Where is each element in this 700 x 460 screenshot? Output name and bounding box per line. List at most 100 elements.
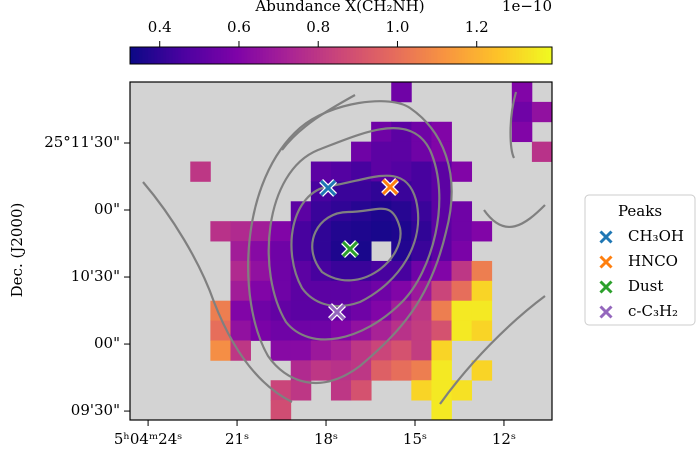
legend-label: CH₃OH bbox=[628, 227, 684, 245]
colorbar-segment bbox=[205, 47, 209, 64]
colorbar-segment bbox=[211, 47, 215, 64]
cell bbox=[270, 221, 292, 242]
colorbar-segment bbox=[392, 47, 396, 64]
cell bbox=[250, 320, 272, 341]
colorbar-segment bbox=[467, 47, 472, 64]
contour bbox=[290, 174, 420, 308]
colorbar-segment bbox=[539, 47, 544, 64]
y-tick-label: 00" bbox=[94, 334, 120, 352]
colorbar-segment bbox=[350, 47, 354, 64]
cell bbox=[310, 280, 332, 302]
colorbar-segment bbox=[455, 47, 460, 64]
colorbar-segment bbox=[443, 47, 448, 64]
colorbar-segment bbox=[313, 47, 318, 64]
contour bbox=[281, 94, 356, 151]
cell bbox=[411, 241, 432, 262]
cell bbox=[351, 221, 372, 242]
marker-stroke bbox=[320, 179, 337, 196]
colorbar-segment bbox=[301, 47, 306, 64]
x-tick-label: 12ˢ bbox=[492, 430, 516, 448]
colorbar-segment bbox=[389, 47, 393, 64]
cell bbox=[290, 360, 312, 381]
colorbar-segment bbox=[277, 47, 282, 64]
cell bbox=[310, 241, 332, 262]
colorbar-offset: 1e−10 bbox=[502, 0, 552, 15]
colorbar-segment bbox=[536, 47, 541, 64]
colorbar-segment bbox=[166, 47, 170, 64]
colorbar-segment bbox=[410, 47, 414, 64]
cell bbox=[531, 101, 553, 123]
cell bbox=[210, 340, 231, 361]
marker-stroke bbox=[341, 241, 359, 258]
colorbar-segment bbox=[184, 47, 188, 64]
cell bbox=[391, 300, 412, 321]
colorbar-segment bbox=[479, 47, 484, 64]
colorbar-segment bbox=[512, 47, 517, 64]
colorbar-tick-label: 0.6 bbox=[227, 18, 251, 36]
colorbar-segment bbox=[341, 47, 345, 64]
peak-markers bbox=[319, 178, 400, 322]
colorbar-segment bbox=[395, 47, 399, 64]
contour bbox=[509, 91, 518, 159]
peak-marker bbox=[341, 240, 359, 259]
cell bbox=[371, 340, 392, 361]
colorbar-segment bbox=[413, 47, 417, 64]
colorbar-segment bbox=[271, 47, 276, 64]
colorbar-segment bbox=[286, 47, 291, 64]
cell bbox=[270, 400, 292, 421]
colorbar-segment bbox=[283, 47, 288, 64]
cell bbox=[330, 181, 352, 202]
colorbar-segment bbox=[178, 47, 182, 64]
colorbar-segment bbox=[368, 47, 372, 64]
colorbar-segment bbox=[497, 47, 502, 64]
colorbar-segment bbox=[533, 47, 538, 64]
colorbar-segment bbox=[337, 47, 342, 64]
cell bbox=[310, 360, 332, 381]
cell bbox=[391, 360, 412, 381]
colorbar-segment bbox=[151, 47, 155, 64]
cell bbox=[411, 221, 432, 242]
colorbar-segment bbox=[425, 47, 430, 64]
cell bbox=[411, 360, 432, 381]
cell bbox=[411, 300, 432, 321]
colorbar-segment bbox=[223, 47, 228, 64]
colorbar-segment bbox=[217, 47, 222, 64]
colorbar-segment bbox=[265, 47, 270, 64]
colorbar-segment bbox=[515, 47, 520, 64]
colorbar-segment bbox=[148, 47, 152, 64]
cell bbox=[411, 201, 432, 222]
cell bbox=[411, 141, 432, 162]
legend-label: Dust bbox=[628, 277, 663, 295]
cell bbox=[330, 280, 352, 302]
marker-stroke bbox=[599, 230, 613, 244]
colorbar-segment bbox=[169, 47, 173, 64]
legend-symbol bbox=[598, 254, 614, 270]
cell bbox=[431, 360, 452, 381]
colorbar-segment bbox=[344, 47, 348, 64]
legend-label: HNCO bbox=[628, 252, 678, 270]
colorbar-segment bbox=[133, 47, 137, 64]
colorbar-segment bbox=[353, 47, 357, 64]
colorbar-segment bbox=[298, 47, 303, 64]
colorbar-segment bbox=[482, 47, 487, 64]
colorbar-tick-label: 0.8 bbox=[306, 18, 330, 36]
colorbar-segment bbox=[208, 47, 212, 64]
cell bbox=[230, 280, 251, 302]
cell bbox=[411, 181, 432, 202]
colorbar bbox=[130, 47, 553, 64]
cell bbox=[391, 82, 412, 103]
cell bbox=[310, 300, 332, 321]
cell bbox=[310, 320, 332, 341]
colorbar-segment bbox=[181, 47, 185, 64]
colorbar-segment bbox=[542, 47, 547, 64]
colorbar-segment bbox=[139, 47, 143, 64]
colorbar-segment bbox=[322, 47, 327, 64]
colorbar-segment bbox=[461, 47, 466, 64]
legend-title: Peaks bbox=[618, 202, 662, 220]
colorbar-segment bbox=[316, 47, 321, 64]
colorbar-segment bbox=[319, 47, 324, 64]
cell bbox=[250, 300, 272, 321]
x-tick-label: 18ˢ bbox=[314, 430, 338, 448]
cell bbox=[411, 260, 432, 282]
